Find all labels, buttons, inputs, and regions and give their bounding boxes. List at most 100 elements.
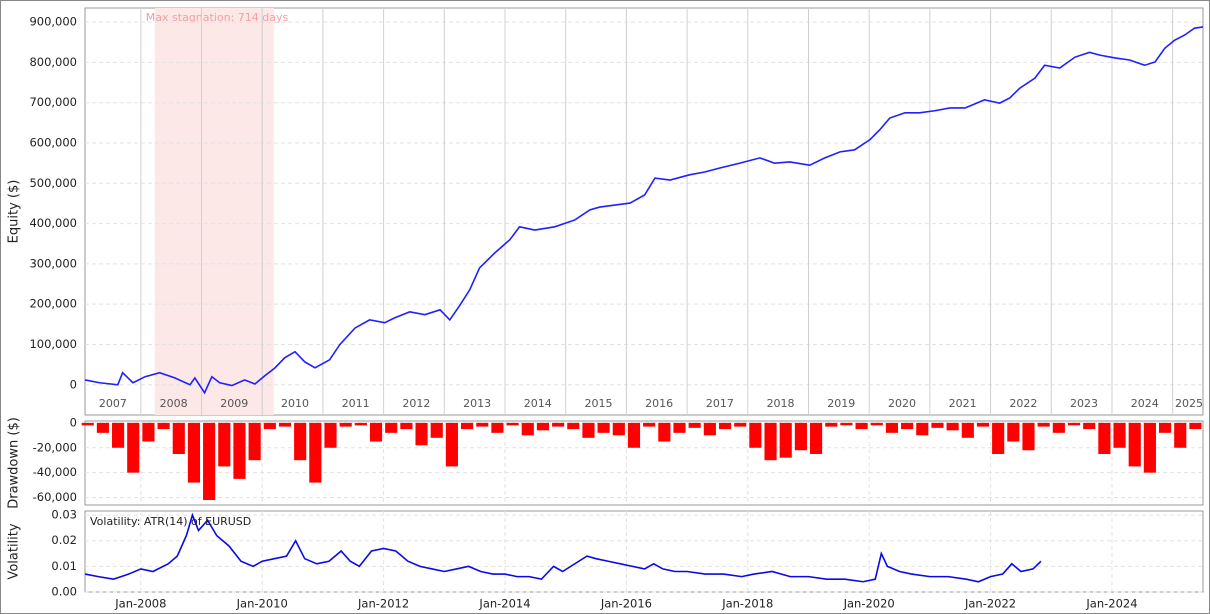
bar bbox=[354, 422, 367, 426]
bar bbox=[445, 422, 458, 467]
stagnation-band bbox=[154, 8, 274, 415]
bar bbox=[779, 422, 792, 458]
bar bbox=[1022, 422, 1035, 451]
year-label: 2022 bbox=[1009, 397, 1037, 410]
bar bbox=[1189, 422, 1202, 430]
y-axis-label: Equity ($) bbox=[7, 180, 22, 244]
bar bbox=[96, 422, 109, 433]
bar bbox=[734, 422, 747, 427]
year-label: 2014 bbox=[524, 397, 552, 410]
y-tick-label: 900,000 bbox=[29, 15, 77, 29]
bar bbox=[1143, 422, 1156, 473]
bar bbox=[901, 422, 914, 430]
bar bbox=[218, 422, 231, 467]
bar bbox=[369, 422, 383, 442]
y-tick-label: 0 bbox=[70, 415, 77, 429]
year-label: 2017 bbox=[706, 397, 734, 410]
year-label: 2025 bbox=[1175, 397, 1203, 410]
x-tick-label: Jan-2016 bbox=[600, 597, 652, 611]
line bbox=[84, 26, 1204, 395]
x-tick-label: Jan-2018 bbox=[721, 597, 773, 611]
bar bbox=[112, 422, 125, 448]
panel-note: Volatility: ATR(14) of EURUSD bbox=[90, 515, 251, 528]
bar bbox=[931, 422, 944, 428]
bar bbox=[1067, 422, 1081, 426]
y-tick-label: 400,000 bbox=[29, 216, 77, 230]
y-tick-label: 700,000 bbox=[29, 95, 77, 109]
bar bbox=[1158, 422, 1172, 433]
bar bbox=[521, 422, 534, 436]
stagnation-label: Max stagnation: 714 days bbox=[146, 11, 289, 24]
bar bbox=[597, 422, 610, 433]
y-tick-label: 200,000 bbox=[29, 297, 77, 311]
bar bbox=[1083, 422, 1096, 430]
bar bbox=[1007, 422, 1020, 442]
x-tick-label: Jan-2010 bbox=[236, 597, 288, 611]
y-tick-label: -40,000 bbox=[33, 465, 77, 479]
bar bbox=[688, 422, 701, 428]
x-tick-label: Jan-2012 bbox=[357, 597, 409, 611]
bar bbox=[855, 422, 868, 430]
bar bbox=[810, 422, 823, 454]
bar bbox=[658, 422, 671, 442]
year-label: 2011 bbox=[342, 397, 370, 410]
x-tick-label: Jan-2020 bbox=[843, 597, 895, 611]
bar bbox=[1037, 422, 1050, 427]
bar bbox=[415, 422, 428, 446]
bar bbox=[627, 422, 641, 448]
year-label: 2018 bbox=[767, 397, 795, 410]
y-tick-label: 600,000 bbox=[29, 135, 77, 149]
y-axis-label: Volatility bbox=[7, 523, 22, 579]
bar bbox=[263, 422, 276, 430]
bar bbox=[294, 422, 307, 461]
bar bbox=[992, 422, 1005, 454]
bar bbox=[309, 422, 322, 483]
bar bbox=[582, 422, 595, 438]
year-label: 2008 bbox=[160, 397, 188, 410]
year-label: 2012 bbox=[402, 397, 430, 410]
x-tick-label: Jan-2014 bbox=[478, 597, 530, 611]
bar bbox=[142, 422, 155, 442]
bar bbox=[248, 422, 261, 461]
x-tick-label: Jan-2022 bbox=[964, 597, 1016, 611]
bar bbox=[536, 422, 550, 431]
line bbox=[84, 512, 1042, 583]
bar bbox=[976, 422, 990, 427]
bar bbox=[552, 422, 565, 427]
plot-area bbox=[84, 510, 1204, 593]
year-label: 2007 bbox=[99, 397, 127, 410]
bar bbox=[643, 422, 656, 427]
y-tick-label: 0.03 bbox=[51, 508, 77, 522]
year-label: 2009 bbox=[220, 397, 248, 410]
bar bbox=[1174, 422, 1187, 448]
bar bbox=[1052, 422, 1065, 433]
bar bbox=[461, 422, 474, 430]
year-label: 2015 bbox=[584, 397, 612, 410]
bar bbox=[324, 422, 337, 448]
year-label: 2024 bbox=[1131, 397, 1159, 410]
bar bbox=[612, 422, 625, 436]
bar bbox=[491, 422, 504, 433]
y-tick-label: 800,000 bbox=[29, 55, 77, 69]
bar bbox=[157, 422, 170, 430]
bar bbox=[127, 422, 140, 473]
y-tick-label: 500,000 bbox=[29, 176, 77, 190]
year-label: 2023 bbox=[1070, 397, 1098, 410]
bar bbox=[476, 422, 489, 427]
year-label: 2020 bbox=[888, 397, 916, 410]
bar bbox=[339, 422, 352, 427]
year-label: 2016 bbox=[645, 397, 673, 410]
bar bbox=[961, 422, 974, 438]
y-tick-label: 100,000 bbox=[29, 337, 77, 351]
year-label: 2010 bbox=[281, 397, 309, 410]
y-tick-label: 0.01 bbox=[51, 559, 77, 573]
y-tick-label: -60,000 bbox=[33, 490, 77, 504]
bar bbox=[385, 422, 398, 433]
y-tick-label: -20,000 bbox=[33, 440, 77, 454]
bar bbox=[400, 422, 413, 430]
bar bbox=[81, 422, 94, 426]
bar bbox=[172, 422, 185, 454]
bar bbox=[749, 422, 762, 448]
x-tick-label: Jan-2008 bbox=[114, 597, 166, 611]
